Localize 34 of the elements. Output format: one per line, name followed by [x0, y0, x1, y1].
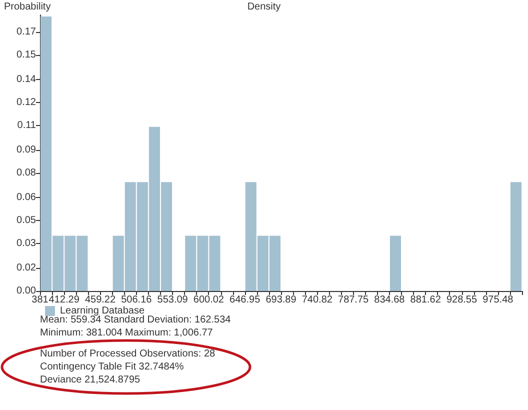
x-tick-label: 693.89	[266, 294, 297, 306]
x-tick-label: 506.16	[121, 294, 152, 306]
x-tick-label: 459.22	[84, 294, 116, 306]
x-tick-label: 412.29	[48, 294, 80, 306]
x-tick-label: 740.82	[302, 294, 333, 306]
y-tick-label: 0.11	[17, 120, 36, 131]
y-axis-title: Probability	[4, 2, 51, 12]
chart-title: Density	[247, 2, 281, 12]
y-tick-label: 0.03	[16, 238, 36, 249]
text: Minimum: 381.004 Maximum: 1,006.77	[40, 328, 214, 338]
x-tick-label: 381	[32, 294, 49, 306]
y-tick-label: 0.12	[16, 96, 36, 108]
x-tick-label: 600.02	[193, 294, 224, 306]
text: Number of Processed Observations: 28	[40, 348, 216, 360]
x-tick-label: 646.95	[230, 294, 261, 306]
x-tick-label: 881.62	[410, 294, 442, 306]
text: Mean: 559.34 Standard Deviation: 162.534	[40, 314, 232, 326]
x-tick-label: 928.55	[446, 294, 478, 306]
y-tick-label: 0.08	[16, 167, 36, 178]
y-tick-label: 0.09	[16, 144, 36, 156]
legend-label: Learning Database	[60, 306, 145, 316]
y-tick-label: 0.06	[16, 192, 36, 203]
y-tick-label: 0.14	[16, 74, 36, 85]
x-tick-label: 975.48	[482, 294, 514, 306]
x-tick-label: 787.75	[338, 294, 370, 306]
y-tick-label: 0.15	[16, 49, 36, 60]
y-tick-label: 0.00	[16, 286, 36, 296]
y-tick-label: 0.05	[16, 214, 36, 226]
y-tick-label: 0.02	[16, 262, 36, 274]
x-tick-label: 834.68	[374, 294, 406, 306]
text: Deviance 21,524.8795	[40, 374, 141, 386]
text: Contingency Table Fit 32.7484%	[40, 362, 184, 372]
y-tick-label: 0.17	[16, 26, 36, 38]
x-tick-label: 553.09	[157, 294, 188, 306]
